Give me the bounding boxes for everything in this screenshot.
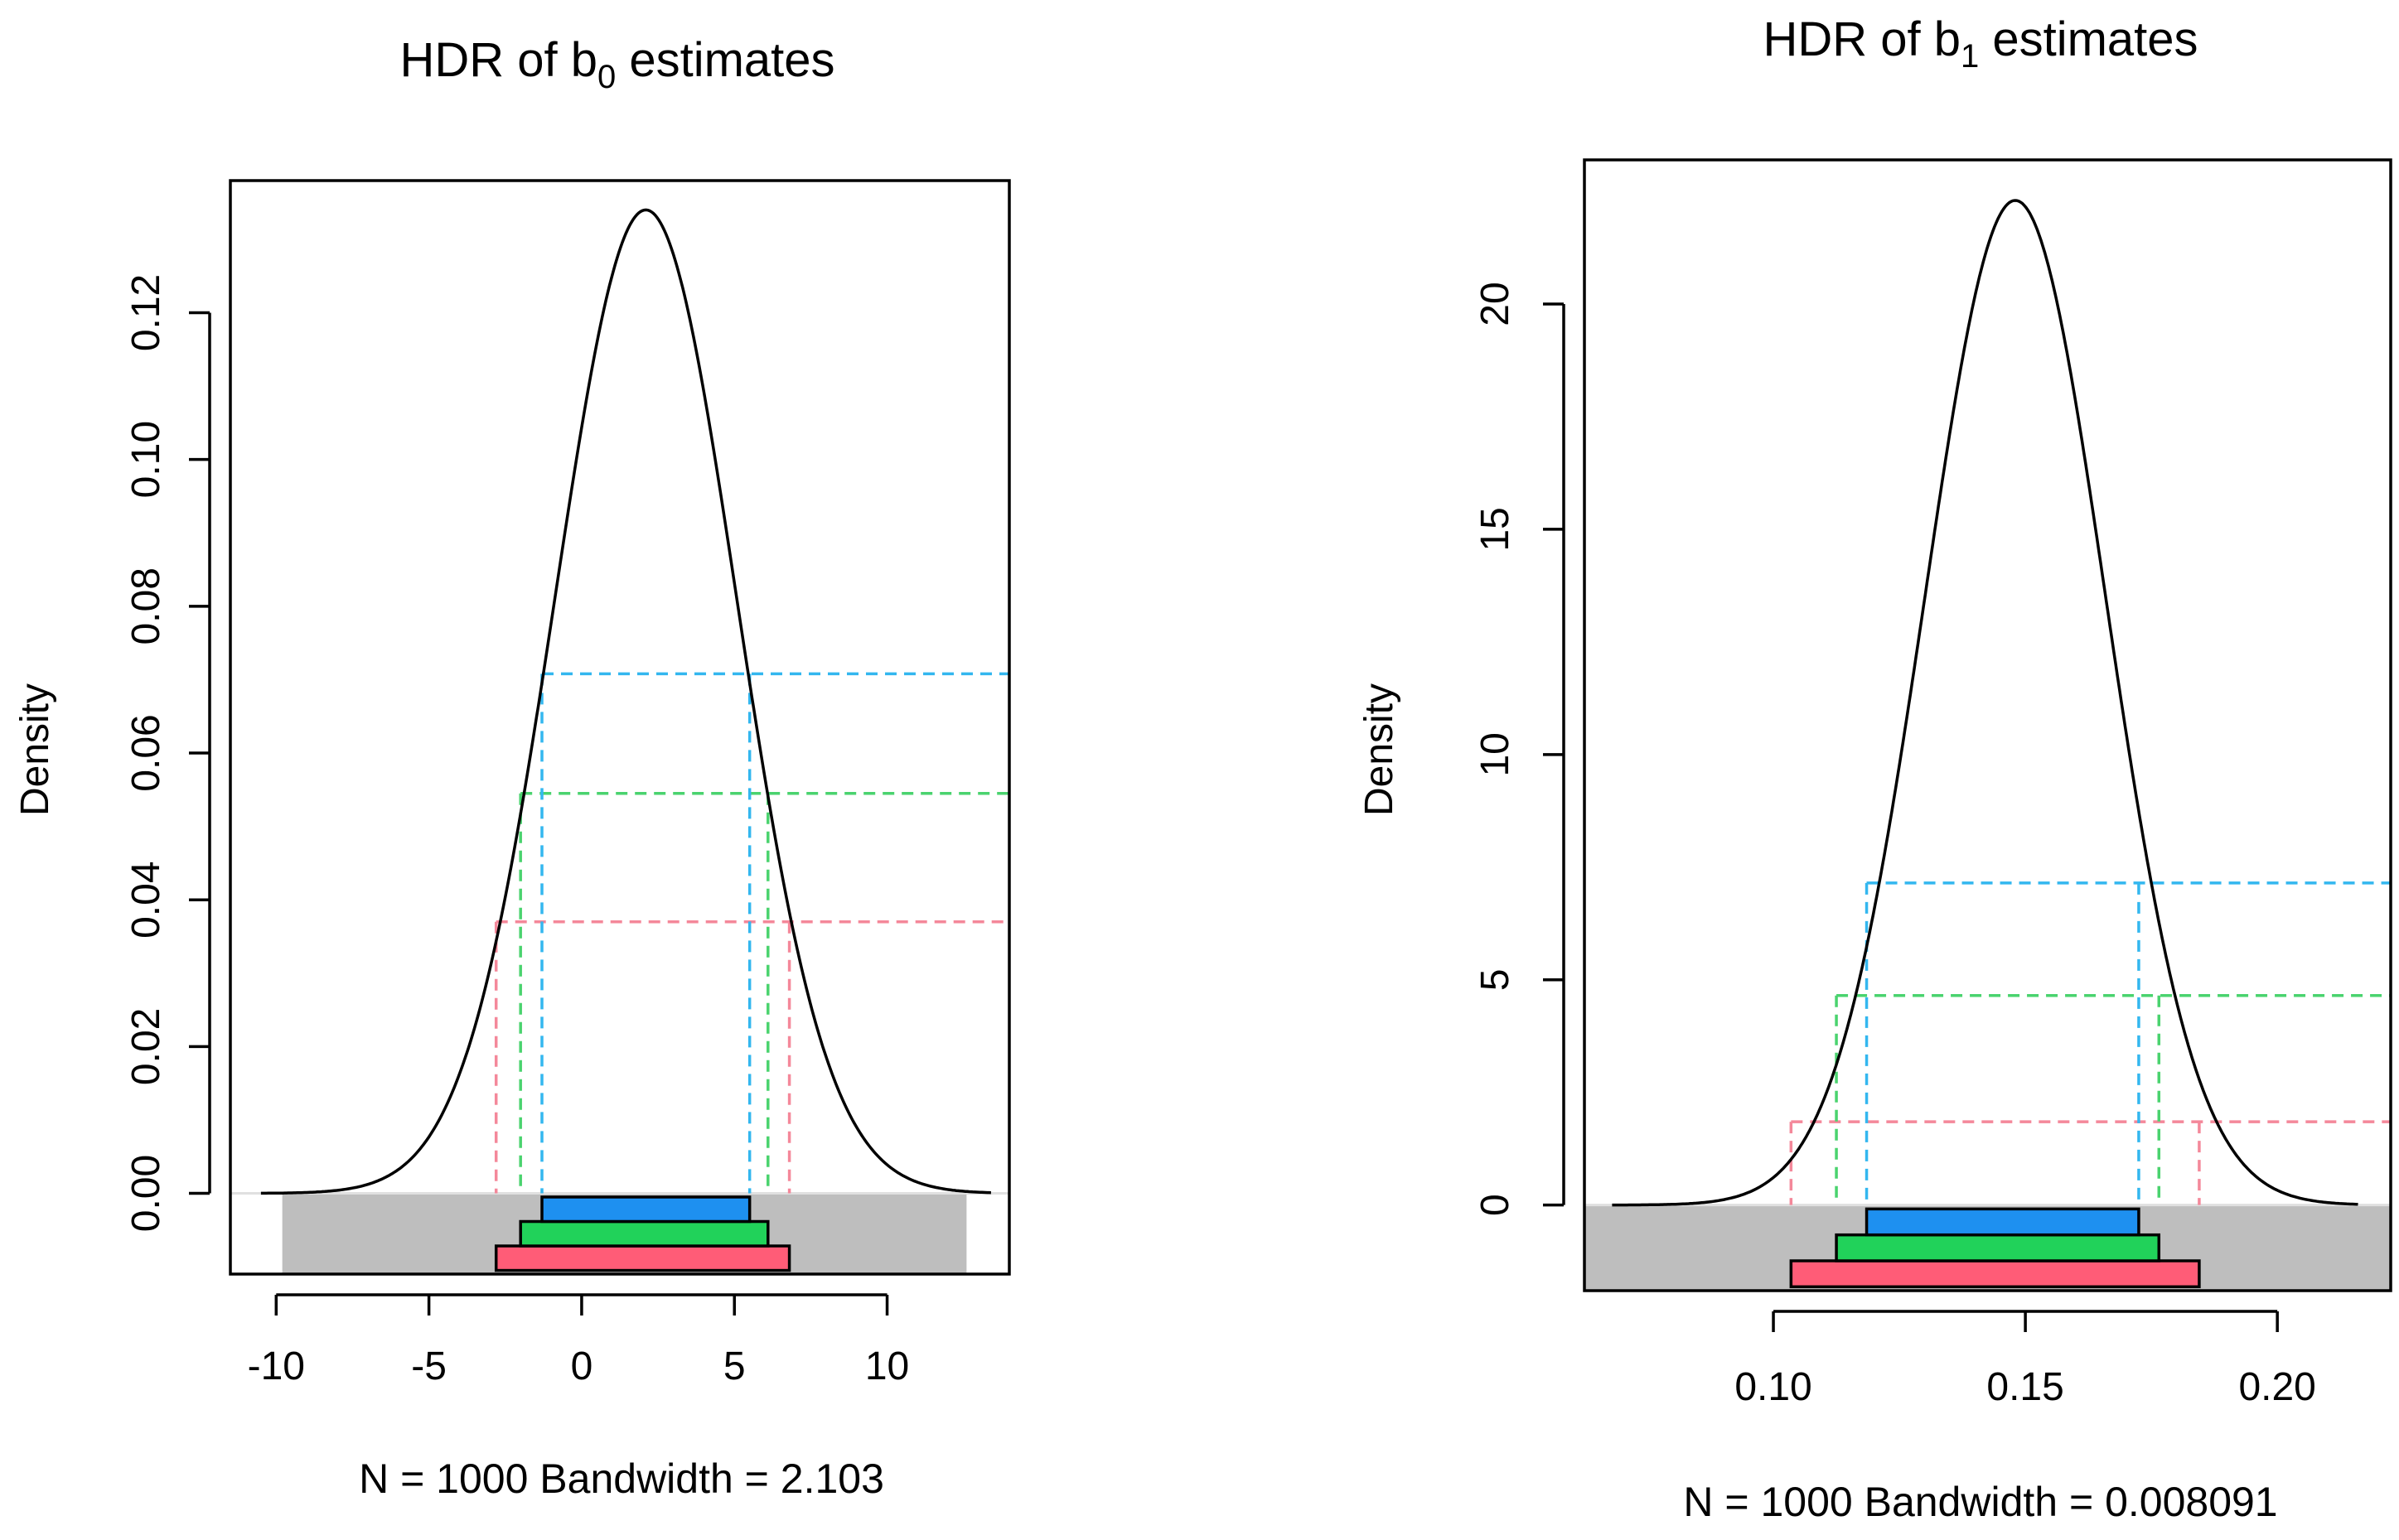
y-tick-label: 0.02 (124, 1008, 168, 1085)
x-tick-label: -5 (411, 1344, 447, 1388)
density-curve (260, 208, 991, 1195)
y-tick-label: 5 (1473, 968, 1517, 991)
hdr-box-50% (540, 1195, 752, 1224)
x-axis-label-b0: N = 1000 Bandwidth = 2.103 (359, 1456, 884, 1502)
y-axis-label-b0: Density (13, 683, 57, 816)
density-curve (1612, 199, 2358, 1207)
hdr-box-95% (1835, 1233, 2161, 1262)
y-tick-label: 10 (1473, 732, 1517, 776)
y-tick-label: 15 (1473, 507, 1517, 551)
y-axis-label-b1: Density (1357, 683, 1401, 816)
hdr-b0-panel: HDR of b0 estimates Density N = 1000 Ban… (13, 33, 1011, 1502)
x-tick-label: 0.20 (2238, 1365, 2315, 1409)
x-tick-label: 0.15 (1986, 1365, 2063, 1409)
y-tick-label: 0.04 (124, 861, 168, 938)
chart-title-b0: HDR of b0 estimates (399, 33, 834, 95)
plot-frame (1583, 158, 2392, 1292)
y-tick-label: 0.08 (124, 567, 168, 644)
x-axis-label-b1: N = 1000 Bandwidth = 0.008091 (1683, 1479, 2277, 1525)
hdr-box-95% (519, 1219, 770, 1248)
y-tick-label: 0 (1473, 1194, 1517, 1216)
hdr-b1-panel: HDR of b1 estimates Density N = 1000 Ban… (1357, 12, 2392, 1525)
plot-frame (229, 179, 1011, 1276)
hdr-box-50% (1865, 1207, 2140, 1237)
x-tick-label: 0.10 (1734, 1365, 1811, 1409)
y-tick-label: 0.00 (124, 1155, 168, 1232)
chart-title-b1: HDR of b1 estimates (1763, 12, 2198, 75)
y-tick-label: 0.10 (124, 421, 168, 498)
x-tick-label: 5 (723, 1344, 746, 1388)
y-tick-label: 20 (1473, 282, 1517, 326)
x-tick-label: 0 (571, 1344, 593, 1388)
x-tick-label: 10 (865, 1344, 909, 1388)
y-tick-label: 0.12 (124, 274, 168, 351)
x-tick-label: -10 (248, 1344, 305, 1388)
hdr-box-99% (1789, 1259, 2201, 1289)
hdr-box-99% (494, 1244, 791, 1272)
y-tick-label: 0.06 (124, 714, 168, 791)
